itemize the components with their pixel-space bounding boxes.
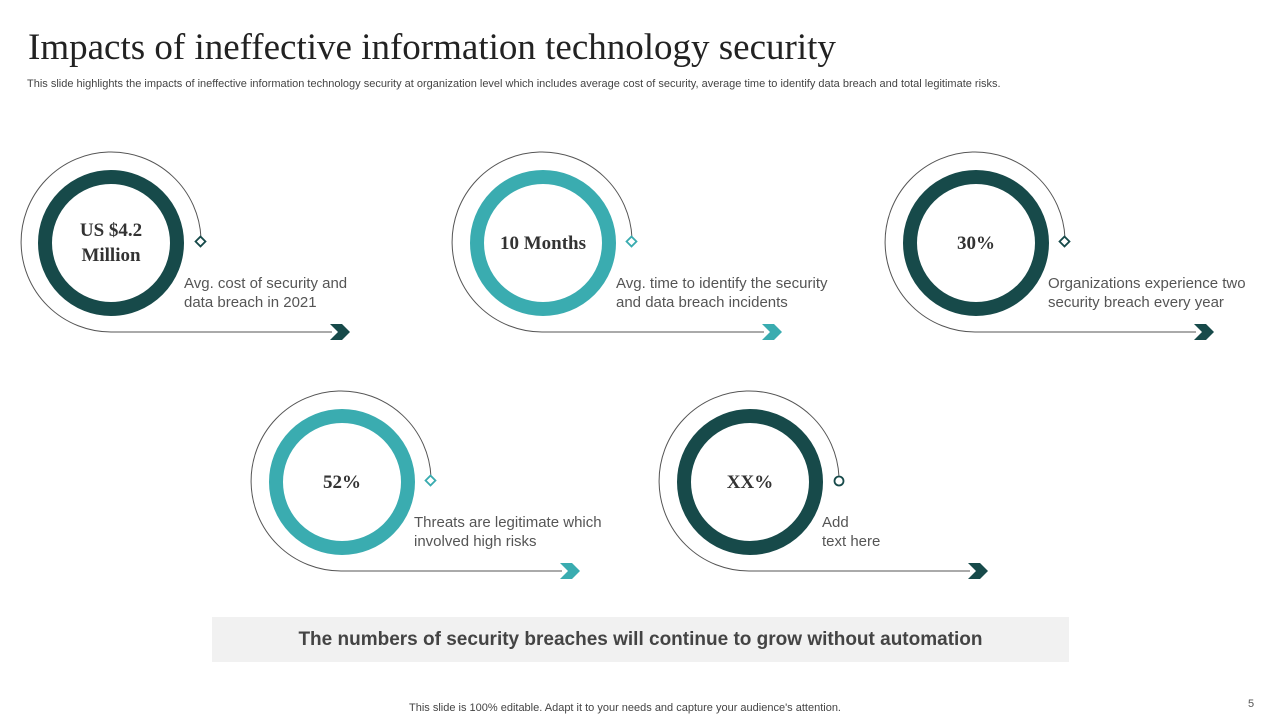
metric-description-3: Organizations experience two security br… xyxy=(1048,274,1246,312)
metric-description-line: Add xyxy=(822,514,849,531)
metric-description-line: Threats are legitimate which xyxy=(414,514,602,531)
metric-end-marker xyxy=(833,475,845,487)
metric-description-line: security breach every year xyxy=(1048,294,1224,311)
page-number: 5 xyxy=(1248,698,1255,710)
metric-ring xyxy=(903,170,1049,316)
metric-outer-arc xyxy=(884,151,1196,333)
metric-description-line: Organizations experience two xyxy=(1048,275,1246,292)
arrow-head xyxy=(968,563,988,579)
metric-outer-arc xyxy=(658,390,970,572)
metric-outer-arc xyxy=(451,151,764,333)
metric-ring xyxy=(677,409,823,555)
metric-description-line: text here xyxy=(822,533,881,550)
metric-outer-arc xyxy=(250,390,562,572)
metric-ring xyxy=(269,409,415,555)
arrow-head xyxy=(560,563,580,579)
conclusion-banner: The numbers of security breaches will co… xyxy=(212,617,1069,662)
metric-description-1: Avg. cost of security and data breach in… xyxy=(184,274,347,312)
page-subtitle: This slide highlights the impacts of ine… xyxy=(27,78,1001,90)
metric-ring xyxy=(38,170,184,316)
metric-value-4: 52% xyxy=(323,472,361,493)
arrow-head xyxy=(330,324,350,340)
metric-description-line: involved high risks xyxy=(414,533,537,550)
metric-description-line: Avg. cost of security and xyxy=(184,275,348,292)
arrow-head xyxy=(1194,324,1214,340)
metric-description-line: and data breach incidents xyxy=(616,294,788,311)
metric-end-marker xyxy=(1058,235,1071,248)
metric-graphic-1 xyxy=(20,151,350,340)
metric-value-1: US $4.2 Million xyxy=(79,220,143,266)
metric-value-5: XX% xyxy=(726,472,774,493)
metric-description-5: Add text here xyxy=(822,513,880,551)
metric-graphic-5 xyxy=(658,390,988,579)
metric-description-2: Avg. time to identify the security and d… xyxy=(616,274,828,312)
footer-note: This slide is 100% editable. Adapt it to… xyxy=(409,702,841,714)
metric-end-marker xyxy=(424,474,437,487)
metric-value-3: 30% xyxy=(957,233,995,254)
metric-ring xyxy=(470,170,616,316)
metric-end-marker xyxy=(194,235,207,248)
metric-description-line: data breach in 2021 xyxy=(184,294,317,311)
metric-outer-arc xyxy=(20,151,332,333)
metric-description-4: Threats are legitimate which involved hi… xyxy=(414,513,602,551)
metric-graphic-4 xyxy=(250,390,580,579)
metric-graphic-3 xyxy=(884,151,1214,340)
arrow-head xyxy=(762,324,782,340)
metric-description-line: Avg. time to identify the security xyxy=(616,275,828,292)
page-title: Impacts of ineffective information techn… xyxy=(28,27,836,68)
conclusion-text: The numbers of security breaches will co… xyxy=(298,628,983,650)
metric-value-2: 10 Months xyxy=(499,233,587,254)
metric-end-marker xyxy=(625,235,638,248)
metric-graphic-2 xyxy=(451,151,782,340)
